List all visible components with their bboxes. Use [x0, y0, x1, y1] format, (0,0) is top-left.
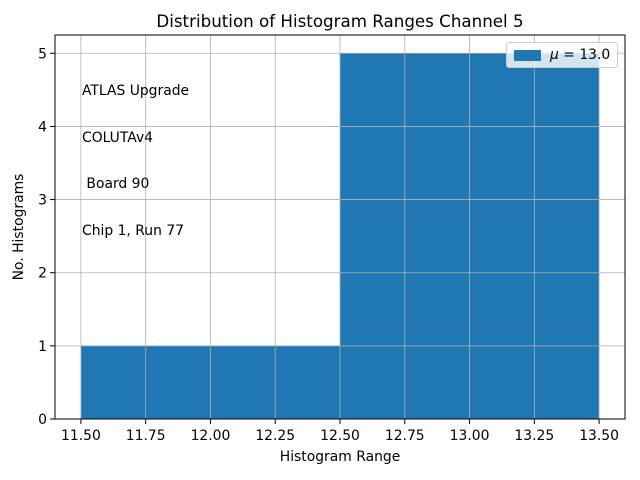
annotation-line-3: Board 90	[82, 176, 150, 192]
axes-group	[50, 34, 626, 424]
mu-symbol: μ	[550, 47, 559, 63]
chart-title: Distribution of Histogram Ranges Channel…	[156, 11, 524, 31]
y-tick-label: 4	[38, 119, 47, 135]
x-tick-label: 12.75	[385, 428, 425, 444]
annotation-line-2: COLUTAv4	[82, 129, 153, 146]
x-tick-label: 11.75	[126, 428, 166, 444]
annotation-text: ATLAS Upgrade COLUTAv4 Board 90 Chip 1, …	[82, 53, 189, 270]
x-tick-label: 13.50	[579, 428, 619, 444]
x-tick-label: 13.00	[450, 428, 490, 444]
x-tick-label: 12.50	[320, 428, 360, 444]
annotation-line-4: Chip 1, Run 77	[82, 222, 184, 239]
legend-swatch	[514, 49, 541, 61]
x-tick-label: 12.25	[255, 428, 295, 444]
y-tick-label: 5	[38, 46, 47, 62]
tick-labels-group: 11.50 11.75 12.00 12.25 12.50 12.75 13.00 13.25…	[38, 46, 619, 444]
x-tick-label: 11.50	[61, 428, 101, 444]
x-tick-label: 13.25	[514, 428, 554, 444]
legend-label: μ = 13.0	[550, 47, 610, 63]
x-axis-label: Histogram Range	[279, 449, 401, 465]
y-axis-label: No. Histograms	[11, 173, 27, 281]
legend: μ = 13.0	[506, 42, 618, 68]
legend-value: = 13.0	[563, 47, 611, 63]
y-tick-label: 1	[38, 339, 47, 355]
y-tick-label: 2	[38, 266, 47, 282]
y-tick-label: 0	[38, 412, 47, 428]
x-tick-label: 12.00	[191, 428, 231, 444]
annotation-line-1: ATLAS Upgrade	[82, 83, 190, 99]
y-tick-label: 3	[38, 193, 47, 209]
grid-group	[55, 35, 625, 420]
